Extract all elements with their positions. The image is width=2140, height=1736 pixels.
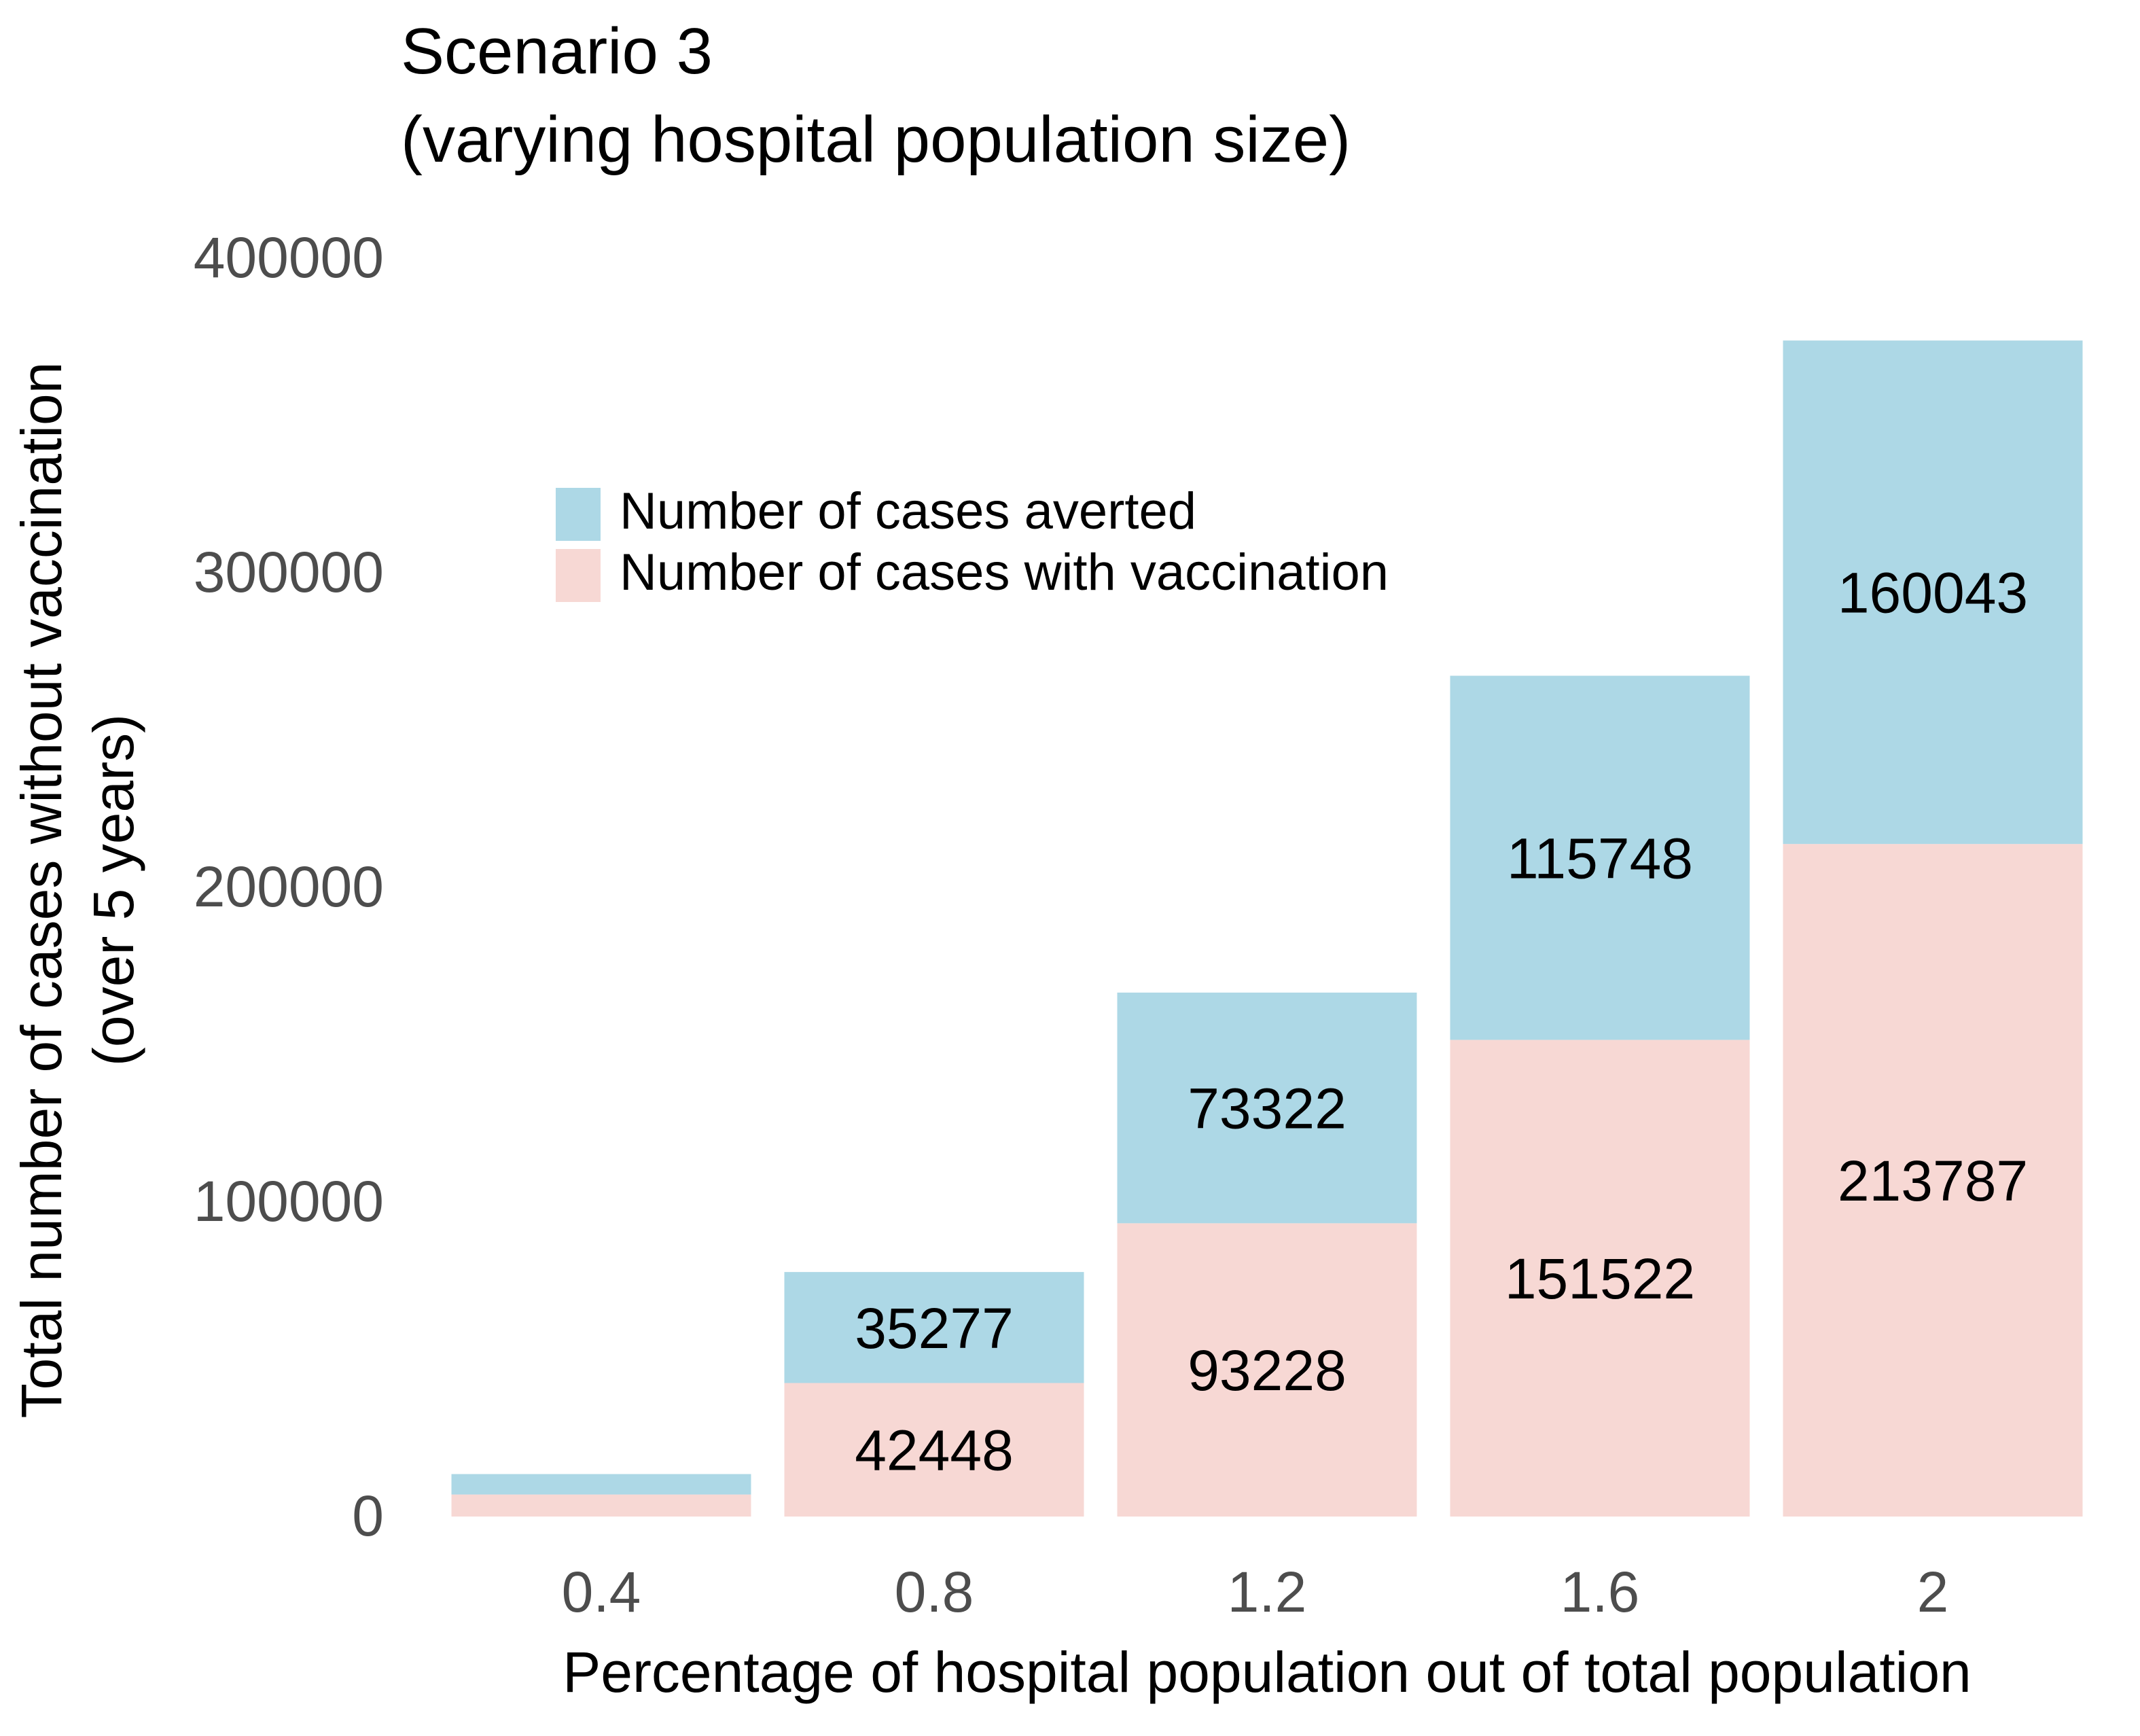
bar-label-group: 42448 93228 151522 213787 35277 73322 115748 16… xyxy=(855,561,2028,1483)
bar-value-label: 93228 xyxy=(1188,1339,1347,1402)
y-axis-label-line2: (over 5 years) xyxy=(82,714,145,1066)
legend-label: Number of cases averted xyxy=(620,482,1196,540)
bar-segment xyxy=(1117,992,1417,1224)
y-tick-label: 200000 xyxy=(194,855,384,919)
bar-segment xyxy=(1117,1223,1417,1517)
bar-value-label: 160043 xyxy=(1838,561,2028,625)
x-tick-label: 2 xyxy=(1917,1560,1949,1624)
y-tick-label: 100000 xyxy=(194,1169,384,1233)
x-tick-label: 1.2 xyxy=(1228,1560,1307,1624)
bar-segment xyxy=(451,1474,751,1495)
bar-segment xyxy=(784,1272,1084,1383)
legend-swatch xyxy=(556,488,601,541)
bar-segment xyxy=(1783,340,2083,845)
x-tick-label: 1.6 xyxy=(1561,1560,1640,1624)
bar-segment xyxy=(1450,1040,1750,1517)
x-tick-label: 0.8 xyxy=(895,1560,974,1624)
y-axis-ticks: 0 100000 200000 300000 400000 xyxy=(194,226,384,1548)
bar-group xyxy=(451,340,2083,1517)
x-axis-ticks: 0.4 0.8 1.2 1.6 2 xyxy=(562,1560,1949,1624)
y-tick-label: 400000 xyxy=(194,226,384,289)
chart-subtitle: (varying hospital population size) xyxy=(401,103,1351,176)
bar-segment xyxy=(784,1383,1084,1517)
y-axis-label-line1: Total number of cases without vaccinatio… xyxy=(10,362,73,1419)
bar-value-label: 42448 xyxy=(855,1419,1014,1483)
y-tick-label: 0 xyxy=(352,1484,384,1548)
bar-segment xyxy=(1783,844,2083,1517)
chart-title: Scenario 3 xyxy=(401,15,713,88)
bar-value-label: 213787 xyxy=(1838,1149,2028,1213)
bar-value-label: 115748 xyxy=(1507,826,1693,890)
y-tick-label: 300000 xyxy=(194,540,384,604)
legend-label: Number of cases with vaccination xyxy=(620,544,1389,601)
x-tick-label: 0.4 xyxy=(562,1560,641,1624)
x-axis-label: Percentage of hospital population out of… xyxy=(563,1640,1972,1704)
bar-segment xyxy=(451,1494,751,1517)
bar-value-label: 35277 xyxy=(855,1296,1014,1360)
bar-value-label: 73322 xyxy=(1188,1077,1347,1141)
bar-value-label: 151522 xyxy=(1505,1247,1695,1311)
legend-swatch xyxy=(556,549,601,602)
bar-segment xyxy=(1450,675,1750,1040)
